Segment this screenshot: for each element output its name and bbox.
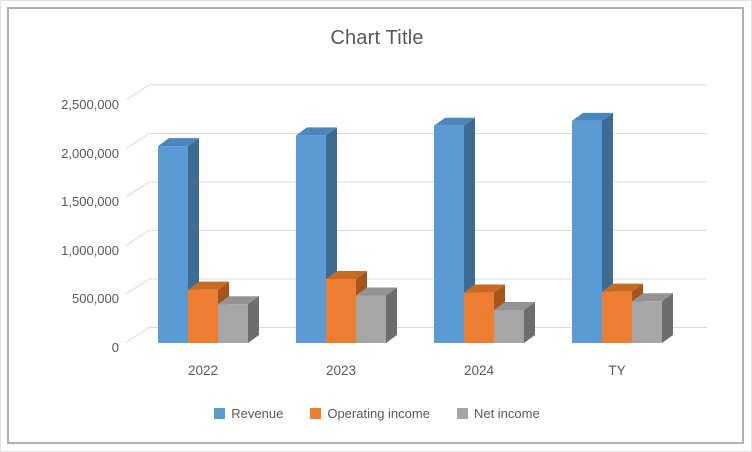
- bar-face-front: [296, 135, 326, 343]
- bar-face-top: [602, 283, 643, 292]
- bar-face-front: [356, 295, 386, 343]
- bar-face-top: [494, 302, 535, 311]
- legend-item-revenue[interactable]: Revenue: [214, 406, 283, 421]
- bar-face-top: [158, 138, 199, 147]
- bar-face-front: [464, 292, 494, 343]
- y-axis-label[interactable]: 2,500,000: [61, 97, 119, 112]
- bar-face-front: [158, 146, 188, 343]
- bar-face-side: [386, 287, 397, 343]
- bar-face-top: [572, 112, 613, 121]
- bar-net-income-2023[interactable]: [356, 287, 397, 343]
- x-axis-label-2024[interactable]: 2024: [463, 363, 495, 378]
- bar-face-top: [464, 284, 505, 293]
- bar-face-side: [602, 112, 613, 344]
- x-axis-label-2022[interactable]: 2022: [187, 363, 219, 378]
- legend-item-operating-income[interactable]: Operating income: [310, 406, 430, 421]
- bar-face-front: [326, 278, 356, 343]
- bar-face-top: [326, 270, 367, 279]
- bar-face-top: [188, 281, 229, 290]
- bar-face-side: [524, 302, 535, 343]
- bar-net-income-2022[interactable]: [218, 296, 259, 343]
- axis-tick: [125, 84, 150, 101]
- y-axis-label[interactable]: 2,000,000: [61, 145, 119, 161]
- bar-net-income-2024[interactable]: [494, 302, 535, 343]
- bar-face-front: [572, 120, 602, 344]
- chart-title[interactable]: Chart Title: [330, 27, 424, 49]
- y-axis-label[interactable]: 0: [111, 339, 119, 355]
- bar-face-side: [248, 296, 259, 343]
- bar-revenue-ty[interactable]: [572, 112, 613, 344]
- legend[interactable]: Revenue Operating income Net income: [1, 406, 751, 421]
- legend-swatch-icon: [456, 408, 468, 419]
- legend-item-net-income[interactable]: Net income: [456, 406, 540, 421]
- axis-tick: [125, 278, 150, 295]
- bar-face-front: [632, 301, 662, 343]
- bar-face-front: [602, 291, 632, 343]
- bar-face-top: [632, 293, 673, 302]
- legend-swatch-icon: [214, 408, 226, 419]
- axis-tick: [125, 181, 150, 198]
- legend-swatch-icon: [310, 408, 322, 419]
- bar-face-front: [218, 304, 248, 343]
- bar-face-top: [296, 127, 337, 136]
- bar-face-front: [494, 310, 524, 343]
- bar-face-top: [434, 117, 475, 126]
- legend-label: Net income: [473, 406, 540, 421]
- bar-net-income-ty[interactable]: [632, 293, 673, 343]
- bar-face-top: [356, 287, 397, 296]
- x-axis-label-ty[interactable]: TY: [608, 363, 626, 378]
- bar-face-top: [218, 296, 259, 305]
- legend-label: Revenue: [231, 406, 284, 421]
- bar-face-front: [188, 289, 218, 343]
- y-axis-label[interactable]: 1,000,000: [61, 242, 119, 258]
- bar-face-side: [662, 293, 673, 343]
- x-axis-label-2023[interactable]: 2023: [325, 363, 357, 378]
- axis-tick: [125, 327, 150, 343]
- axis-tick: [125, 133, 150, 149]
- bar-face-front: [434, 125, 464, 343]
- y-axis-label[interactable]: 1,500,000: [61, 194, 119, 209]
- y-axis-label[interactable]: 500,000: [72, 291, 119, 306]
- axis-tick: [125, 230, 150, 246]
- legend-label: Operating income: [327, 406, 430, 421]
